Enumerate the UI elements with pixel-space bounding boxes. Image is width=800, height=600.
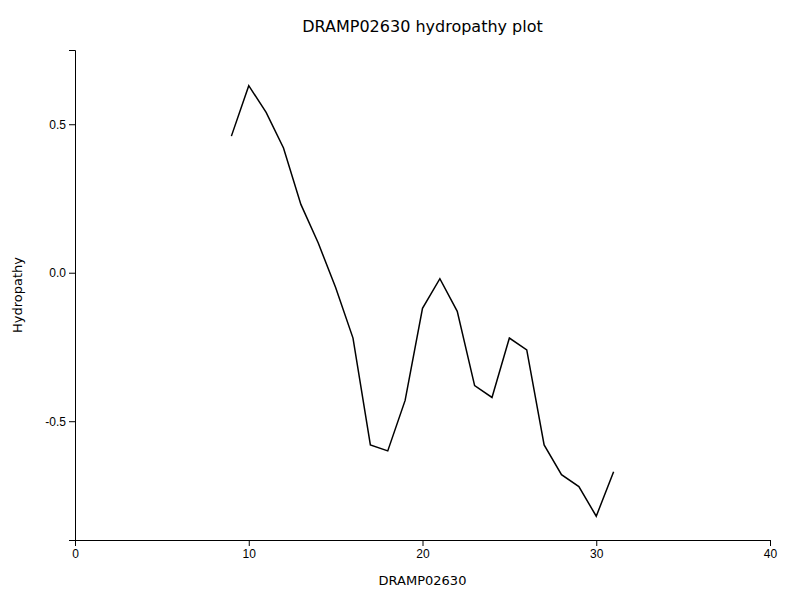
x-axis-title: DRAMP02630 [379,573,467,588]
line [231,86,613,517]
x-axis-tick: 0 [72,540,79,561]
chart: 0 10 20 30 40 -0.5 0.0 0.5 DRAMP02630 hydropathy… [0,0,800,600]
title: DRAMP02630 hydropathy plot [302,17,543,36]
y-axis-tick-label: 0.0 [49,266,66,280]
x-axis-tick-label: 10 [243,547,257,561]
y-axis: -0.5 0.0 0.5 [45,51,75,541]
x-axis-tick-mark [770,540,771,546]
y-axis-tick-mark [69,273,75,274]
y-axis-tick: 0.0 [49,266,75,280]
y-axis-tick-mark [69,124,75,125]
x-axis-tick: 20 [416,540,430,561]
x-axis-tick-mark [423,540,424,546]
x-axis-tick-label: 0 [72,547,79,561]
y-axis-tick-label: -0.5 [45,415,66,429]
x-axis-tick: 10 [243,540,257,561]
x-axis-tick-mark [596,540,597,546]
y-axis-tick-label: 0.5 [49,118,66,132]
x-axis-tick-label: 30 [590,547,604,561]
x-axis-tick: 30 [590,540,604,561]
x-axis-tick-label: 40 [764,547,778,561]
x-axis-tick-label: 20 [416,547,430,561]
x-axis-tick: 40 [764,540,778,561]
y-axis-title: Hydropathy [10,257,25,333]
y-axis-tick: -0.5 [45,415,75,429]
marks [231,86,613,517]
x-axis-tick-mark [249,540,250,546]
x-axis-line [76,541,771,547]
y-axis-tick: 0.5 [49,118,75,132]
plot: 0 10 20 30 40 -0.5 0.0 0.5 [45,51,777,561]
x-axis: 0 10 20 30 40 [72,540,777,561]
y-axis-tick-mark [69,421,75,422]
y-axis-line [69,51,76,541]
